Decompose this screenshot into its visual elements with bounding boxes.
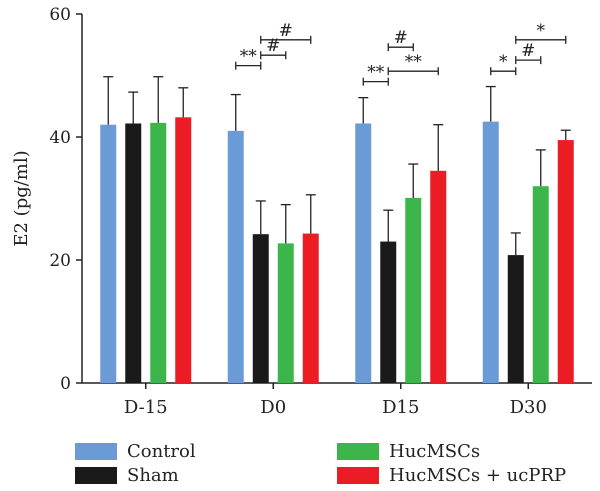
legend-swatch-control: [75, 442, 117, 460]
bar: [380, 241, 397, 383]
legend-item-control: Control: [75, 440, 196, 462]
significance-label: **: [405, 52, 423, 72]
significance-label: #: [394, 28, 408, 48]
bar: [557, 140, 574, 383]
bar: [175, 117, 192, 383]
x-tick-label: D15: [382, 397, 419, 418]
bar: [532, 186, 549, 383]
legend-item-hucmscs-ucprp: HucMSCs + ucPRP: [337, 464, 566, 486]
legend-swatch-hucmscs: [337, 442, 379, 460]
legend-item-sham: Sham: [75, 464, 179, 486]
bar: [150, 122, 167, 383]
y-tick-label: 0: [60, 374, 71, 394]
legend-swatch-sham: [75, 466, 117, 484]
legend-swatch-hucmscs-ucprp: [337, 466, 379, 484]
legend-item-hucmscs: HucMSCs: [337, 440, 480, 462]
bar: [252, 234, 269, 383]
bar: [227, 130, 244, 383]
y-tick-label: 20: [49, 251, 71, 271]
y-tick-label: 60: [49, 5, 71, 25]
x-tick-label: D30: [510, 397, 547, 418]
significance-label: **: [367, 63, 385, 83]
legend-label-sham: Sham: [127, 464, 179, 486]
bar: [430, 170, 447, 383]
significance-label: *: [537, 21, 546, 41]
y-axis-label: E2 (pg/ml): [11, 150, 32, 246]
legend-label-control: Control: [127, 440, 196, 462]
x-tick-label: D-15: [124, 397, 168, 418]
bar: [405, 197, 422, 383]
bar: [100, 124, 117, 383]
y-tick-label: 40: [49, 128, 71, 148]
bar: [302, 233, 319, 383]
bar: [125, 123, 142, 383]
significance-label: *: [499, 52, 508, 72]
legend-label-hucmscs: HucMSCs: [389, 440, 481, 462]
bar: [277, 243, 294, 383]
x-tick-label: D0: [260, 397, 286, 418]
bar: [482, 121, 499, 383]
bar: [507, 255, 524, 383]
legend: Control Sham HucMSCs HucMSCs + ucPRP: [75, 436, 595, 488]
bar: [355, 123, 372, 383]
significance-label: #: [266, 36, 280, 56]
legend-label-hucmscs-ucprp: HucMSCs + ucPRP: [389, 464, 567, 486]
significance-label: #: [279, 21, 293, 41]
significance-label: **: [240, 47, 258, 67]
significance-label: #: [521, 41, 535, 61]
